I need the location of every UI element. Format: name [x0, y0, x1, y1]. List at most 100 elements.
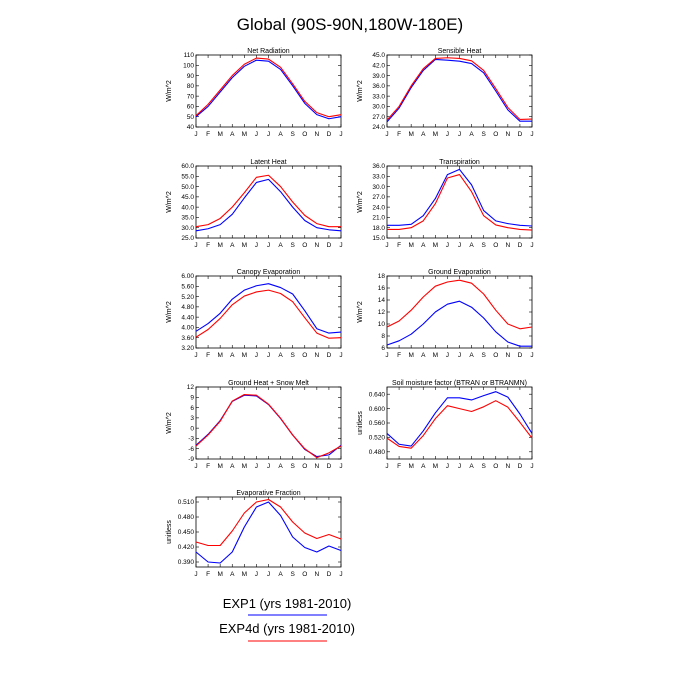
x-tick-label: D: [518, 242, 523, 249]
y-tick-label: 18.0: [372, 225, 385, 232]
y-tick-label: 39.0: [372, 73, 385, 80]
y-tick-label: 50.0: [181, 184, 194, 191]
panel-title: Canopy Evaporation: [237, 269, 301, 276]
y-tick-label: 35.0: [181, 215, 194, 222]
y-tick-label: 24.0: [372, 204, 385, 211]
y-tick-label: -9: [188, 456, 194, 463]
y-tick-label: -3: [188, 436, 194, 443]
x-tick-label: A: [469, 131, 474, 138]
x-tick-label: S: [290, 463, 295, 470]
x-tick-label: J: [194, 352, 197, 359]
y-tick-label: 5.60: [181, 283, 194, 290]
x-tick-label: F: [397, 131, 401, 138]
x-tick-label: S: [481, 463, 486, 470]
y-tick-label: 3.60: [181, 335, 194, 342]
x-tick-label: F: [397, 242, 401, 249]
x-tick-label: A: [230, 242, 235, 249]
x-tick-label: J: [194, 242, 197, 249]
x-tick-label: M: [217, 571, 222, 578]
plot-frame: [195, 275, 342, 349]
y-tick-label: 110: [184, 52, 195, 59]
panel-ground-heat-snow-melt: Ground Heat + Snow Melt W/m^2 -9 -6 -3 0 3 6 9 12…: [166, 380, 343, 470]
x-tick-label: F: [206, 463, 210, 470]
x-tick-label: M: [242, 571, 247, 578]
x-tick-label: J: [458, 463, 461, 470]
x-tick-label: J: [530, 131, 533, 138]
y-tick-label: 15.0: [372, 235, 385, 242]
x-tick-label: J: [267, 242, 270, 249]
y-tick-label: 0.390: [178, 559, 195, 566]
y-axis-label: W/m^2: [166, 412, 173, 434]
y-tick-label: 6.00: [181, 273, 194, 280]
panel-title: Ground Evaporation: [428, 269, 491, 276]
y-axis-label: W/m^2: [166, 301, 173, 323]
y-tick-label: 16: [378, 285, 386, 292]
x-tick-label: J: [339, 571, 342, 578]
series-line-exp1: [195, 178, 342, 232]
x-tick-label: D: [327, 571, 332, 578]
panel-title: Sensible Heat: [438, 48, 482, 55]
y-tick-label: 30.0: [372, 184, 385, 191]
x-tick-label: N: [314, 131, 319, 138]
x-tick-label: S: [290, 352, 295, 359]
x-tick-label: N: [505, 463, 510, 470]
x-tick-label: J: [194, 131, 197, 138]
x-tick-label: O: [302, 463, 307, 470]
x-tick-label: A: [421, 131, 426, 138]
x-tick-label: J: [267, 571, 270, 578]
series-line-exp1: [195, 283, 342, 334]
panel-title: Ground Heat + Snow Melt: [228, 380, 309, 387]
x-tick-label: O: [493, 242, 498, 249]
y-tick-label: 21.0: [372, 215, 385, 222]
x-tick-label: J: [530, 463, 533, 470]
series-line-exp1: [195, 501, 342, 564]
x-tick-label: A: [230, 352, 235, 359]
x-tick-label: M: [217, 242, 222, 249]
y-tick-label: 70: [187, 93, 195, 100]
legend: EXP1 (yrs 1981-2010) EXP4d (yrs 1981-201…: [219, 596, 355, 642]
y-tick-label: 5.20: [181, 294, 194, 301]
x-tick-label: J: [458, 352, 461, 359]
x-tick-label: F: [397, 463, 401, 470]
x-tick-label: J: [339, 463, 342, 470]
x-tick-label: S: [481, 352, 486, 359]
y-tick-label: 30.0: [181, 225, 194, 232]
x-tick-label: M: [433, 242, 438, 249]
x-tick-label: O: [493, 131, 498, 138]
y-tick-label: 0.420: [178, 544, 195, 551]
x-tick-label: A: [230, 571, 235, 578]
plot-frame: [195, 165, 342, 239]
x-tick-label: J: [255, 242, 258, 249]
x-tick-label: J: [267, 352, 270, 359]
y-tick-label: 3: [190, 415, 194, 422]
x-tick-label: J: [446, 463, 449, 470]
x-tick-label: D: [518, 131, 523, 138]
x-tick-label: M: [408, 131, 413, 138]
x-tick-label: N: [314, 463, 319, 470]
panel-title: Evaporative Fraction: [236, 490, 300, 497]
y-tick-label: 90: [187, 73, 195, 80]
x-tick-label: N: [314, 352, 319, 359]
x-tick-label: J: [255, 131, 258, 138]
y-tick-label: -6: [188, 446, 194, 453]
panel-canopy-evaporation: Canopy Evaporation W/m^2 3.20 3.60 4.00 4.40 4…: [166, 269, 343, 359]
series-line-exp4d: [195, 498, 342, 547]
y-tick-label: 33.0: [372, 93, 385, 100]
y-tick-label: 55.0: [181, 173, 194, 180]
x-tick-label: A: [469, 463, 474, 470]
x-tick-label: J: [385, 352, 388, 359]
x-tick-label: O: [302, 571, 307, 578]
y-axis-label: W/m^2: [357, 191, 364, 213]
y-tick-label: 0.520: [369, 435, 386, 442]
x-tick-label: M: [242, 352, 247, 359]
y-tick-label: 27.0: [372, 194, 385, 201]
y-tick-label: 14: [378, 297, 386, 304]
x-tick-label: O: [302, 131, 307, 138]
y-tick-label: 0: [190, 425, 194, 432]
series-line-exp4d: [387, 174, 533, 231]
legend-label-exp4d: EXP4d (yrs 1981-2010): [219, 621, 355, 636]
series-line-exp1: [195, 59, 342, 120]
series-line-exp4d: [195, 393, 342, 459]
x-tick-label: M: [217, 352, 222, 359]
x-tick-label: J: [255, 463, 258, 470]
